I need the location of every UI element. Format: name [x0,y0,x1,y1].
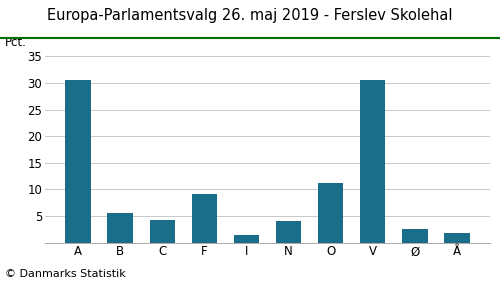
Text: Pct.: Pct. [5,36,27,49]
Bar [318,184,344,243]
Bar [192,194,217,243]
Text: Europa-Parlamentsvalg 26. maj 2019 - Ferslev Skolehal: Europa-Parlamentsvalg 26. maj 2019 - Fer… [47,8,453,23]
Bar [150,220,175,243]
Bar [276,221,301,243]
Bar [108,213,132,243]
Bar [360,80,386,243]
Bar [402,229,427,243]
Text: © Danmarks Statistik: © Danmarks Statistik [5,269,126,279]
Bar [65,80,90,243]
Bar [444,233,470,243]
Bar [234,235,259,243]
